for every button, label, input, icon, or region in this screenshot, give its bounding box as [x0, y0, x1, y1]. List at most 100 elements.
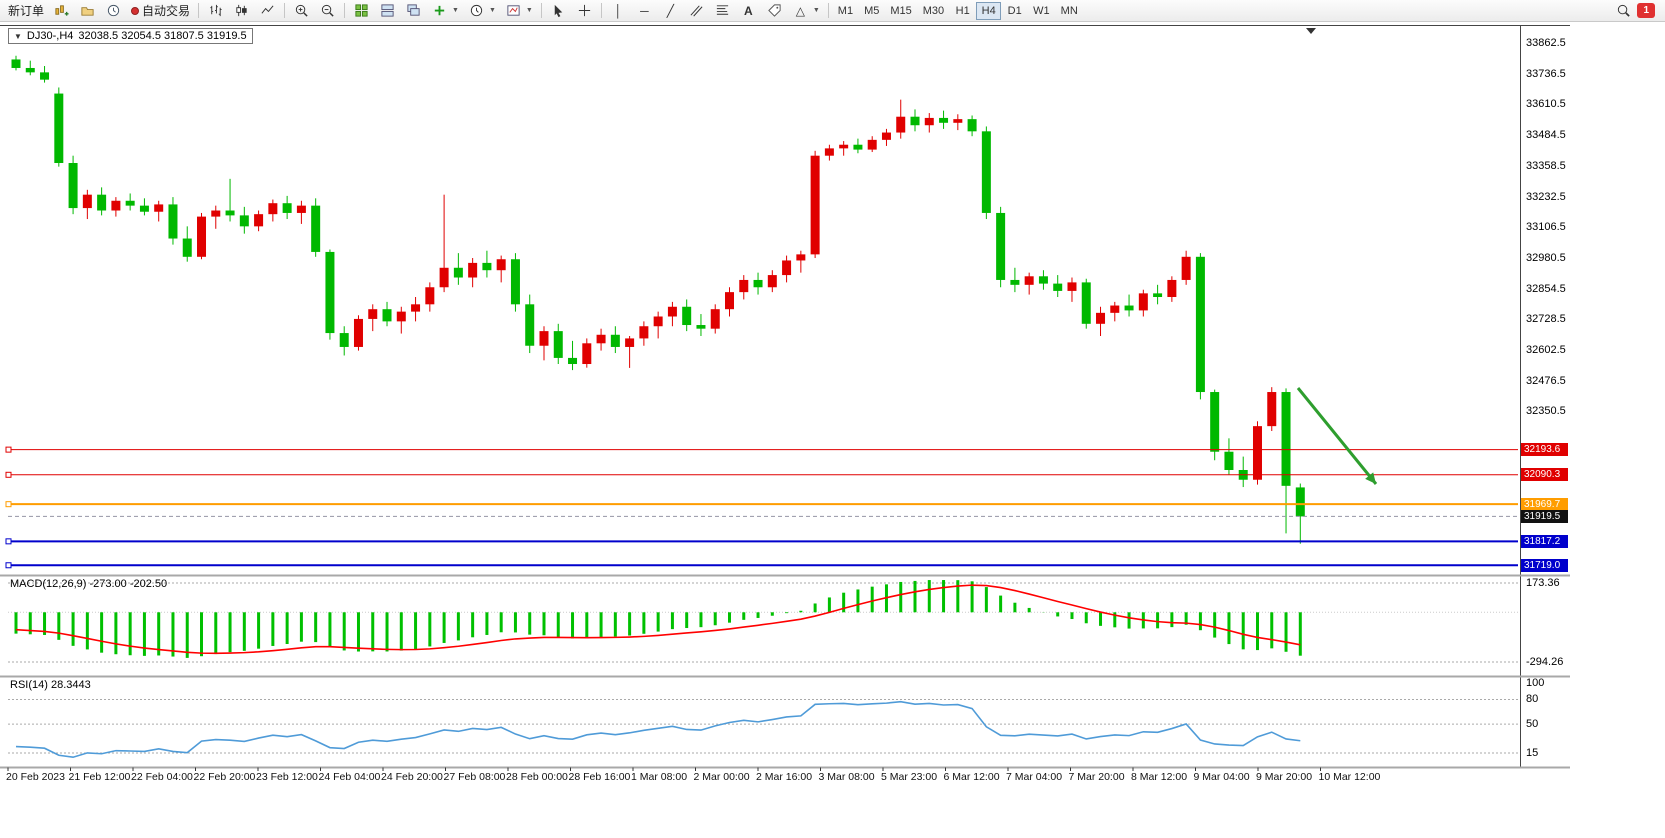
candle-body	[867, 139, 877, 150]
candle-body	[539, 331, 549, 346]
candle-body	[468, 262, 478, 278]
macd-title: MACD(12,26,9)	[10, 578, 87, 590]
autotrading-label: 自动交易	[142, 4, 191, 18]
label-tool-button[interactable]	[762, 1, 787, 20]
text-tool-button[interactable]: A	[736, 1, 761, 20]
trend-arrow-head	[1365, 472, 1376, 484]
timeframe-h1-button[interactable]: H1	[950, 2, 975, 20]
candle-body	[125, 200, 135, 206]
candle-body	[796, 254, 806, 261]
trend-arrow[interactable]	[1296, 387, 1378, 485]
candle-body	[525, 304, 535, 346]
cascade-windows-button[interactable]	[401, 1, 426, 20]
candlestick-chart-icon	[233, 3, 250, 19]
timeframe-h4-button[interactable]: H4	[976, 1, 1002, 20]
timeframe-w1-button[interactable]: W1	[1028, 2, 1055, 20]
cursor-button[interactable]	[546, 1, 571, 20]
tile-horizontal-icon	[379, 3, 396, 19]
zoom-in-button[interactable]	[289, 1, 314, 20]
toolbar-separator	[540, 3, 542, 18]
bar-chart-button[interactable]	[203, 1, 228, 20]
timeframe-m1-button[interactable]: M1	[833, 2, 858, 20]
chart-shift-marker[interactable]	[1306, 28, 1316, 34]
candle-body	[967, 119, 977, 132]
candle-body	[667, 306, 677, 317]
candle-body	[25, 67, 35, 73]
chevron-down-icon: ▼	[488, 7, 496, 14]
line-chart-button[interactable]	[255, 1, 280, 20]
candle-body	[382, 309, 392, 322]
candle-body	[824, 148, 834, 156]
channel-tool-button[interactable]	[684, 1, 709, 20]
candle-body	[568, 357, 578, 365]
candle-body	[54, 93, 64, 163]
rsi-value: 28.3443	[50, 679, 91, 691]
candle-body	[653, 316, 663, 327]
symbol-selector[interactable]: ▼ DJ30-,H4 32038.5 32054.5 31807.5 31919…	[8, 28, 253, 44]
candle-body	[1295, 487, 1305, 517]
search-button[interactable]	[1611, 1, 1636, 20]
candle-body	[710, 309, 720, 329]
candle-body	[82, 194, 92, 209]
crosshair-button[interactable]	[572, 1, 597, 20]
macd-signal-line	[15, 584, 1301, 655]
level-handle[interactable]	[5, 562, 12, 569]
level-handle[interactable]	[5, 501, 12, 508]
zoom-out-icon	[319, 3, 336, 19]
new-chart-button[interactable]	[49, 1, 74, 20]
timeframe-d1-button[interactable]: D1	[1002, 2, 1027, 20]
candle-body	[1224, 451, 1234, 470]
timeframe-m5-button[interactable]: M5	[859, 2, 884, 20]
tile-horizontal-button[interactable]	[375, 1, 400, 20]
level-handle[interactable]	[5, 538, 12, 545]
candle-body	[553, 331, 563, 358]
toolbar-separator	[344, 3, 346, 18]
timeframe-mn-button[interactable]: MN	[1056, 2, 1083, 20]
fibonacci-tool-button[interactable]	[710, 1, 735, 20]
tile-windows-button[interactable]	[349, 1, 374, 20]
candle-body	[225, 210, 235, 216]
shapes-tool-button[interactable]: △ ▼	[788, 1, 824, 20]
channel-icon	[688, 3, 705, 19]
autotrading-button[interactable]: 自动交易	[127, 1, 194, 20]
templates-button[interactable]: ▼	[501, 1, 537, 20]
candle-body	[725, 292, 734, 310]
candle-body	[1181, 256, 1191, 280]
timeframe-m30-button[interactable]: M30	[918, 2, 949, 20]
zoom-in-icon	[293, 3, 310, 19]
profiles-button[interactable]	[75, 1, 100, 20]
rsi-header: RSI(14) 28.3443	[10, 679, 91, 691]
market-watch-icon	[105, 3, 122, 19]
notification-badge[interactable]: 1	[1637, 3, 1655, 18]
label-tag-icon	[766, 3, 783, 19]
trendline-tool-button[interactable]: ╱	[658, 1, 683, 20]
periods-button[interactable]: ▼	[464, 1, 500, 20]
candle-body	[439, 267, 449, 288]
tile-windows-icon	[353, 3, 370, 19]
new-order-label: 新订单	[8, 4, 45, 18]
profiles-icon	[79, 3, 96, 19]
candle-body	[411, 304, 421, 312]
level-handle[interactable]	[5, 446, 12, 453]
level-handle[interactable]	[5, 471, 12, 478]
candle-body	[1124, 305, 1134, 311]
vertical-line-tool-button[interactable]: │	[606, 1, 631, 20]
horizontal-line-tool-button[interactable]: ─	[632, 1, 657, 20]
indicators-button[interactable]: ▼	[427, 1, 463, 20]
new-order-button[interactable]: 新订单	[4, 1, 48, 20]
market-watch-button[interactable]	[101, 1, 126, 20]
candle-body	[425, 287, 435, 305]
timeframe-m15-button[interactable]: M15	[885, 2, 916, 20]
candlestick-chart-button[interactable]	[229, 1, 254, 20]
zoom-out-button[interactable]	[315, 1, 340, 20]
candle-body	[639, 326, 649, 339]
candle-body	[182, 238, 192, 257]
candle-body	[368, 309, 378, 319]
candle-body	[154, 204, 164, 212]
candle-body	[782, 260, 792, 276]
rsi-title: RSI(14)	[10, 679, 48, 691]
candle-body	[339, 333, 349, 347]
chevron-down-icon: ▼	[525, 7, 533, 14]
candle-body	[482, 262, 492, 271]
